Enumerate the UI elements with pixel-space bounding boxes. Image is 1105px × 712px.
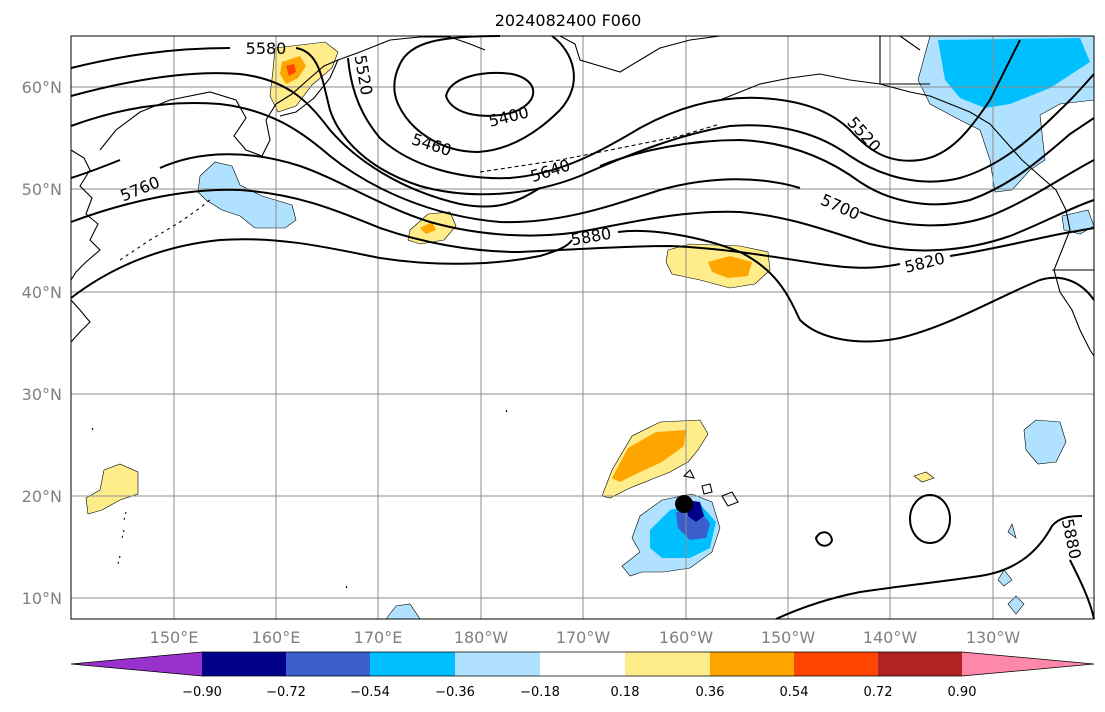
- colorbar-segment-4: [455, 652, 541, 676]
- contour-label-5580: 5580: [246, 39, 287, 58]
- lat-label-50n: 50°N: [22, 180, 62, 199]
- contour-5640: [70, 72, 1095, 208]
- colorbar-segment-3: [370, 652, 456, 676]
- coast-border-alaska-canada: [879, 36, 930, 85]
- height-contours: [70, 35, 1095, 620]
- lon-label-160w: 160°W: [659, 628, 714, 647]
- coast-okhotsk: [99, 91, 277, 157]
- coast-alaska-west: [559, 35, 721, 73]
- lon-label-170e: 170°E: [354, 628, 403, 647]
- contour-5880-south: [775, 515, 1083, 620]
- coast-alaska-peninsula: [719, 73, 931, 101]
- colorbar-tick-label: 0.18: [611, 685, 640, 700]
- coast-islands-small: [91, 409, 508, 589]
- lat-label-30n: 30°N: [22, 385, 62, 404]
- anomaly-spot-2: [1007, 595, 1025, 615]
- lat-label-40n: 40°N: [22, 283, 62, 302]
- contour-5760: [70, 153, 1095, 252]
- longitude-labels: 150°E 160°E 170°E 180°W 170°W 160°W 150°…: [150, 628, 1021, 647]
- coast-north-america: [929, 95, 1095, 357]
- lon-label-130w: 130°W: [966, 628, 1021, 647]
- lon-label-160e: 160°E: [252, 628, 301, 647]
- anomaly-core-subtropical: [612, 430, 686, 482]
- anomaly-region-kuril: [197, 161, 297, 229]
- lat-label-10n: 10°N: [22, 589, 62, 608]
- colorbar-extend-low: [71, 652, 202, 676]
- figure-title: 2024082400 F060: [495, 11, 642, 30]
- anomaly-region-east-tropics: [1023, 419, 1067, 465]
- anomaly-core-north-pacific: [708, 256, 752, 278]
- contour-5880-north: [70, 229, 1095, 343]
- coast-north-edge: [899, 35, 921, 51]
- colorbar-tick-label: 0.54: [780, 685, 809, 700]
- lon-label-150w: 150°W: [761, 628, 816, 647]
- colorbar-segment-1: [202, 652, 287, 676]
- coast-chukotka: [337, 36, 486, 61]
- coastlines: [70, 35, 1095, 589]
- colorbar-tick-label: −0.72: [266, 685, 306, 700]
- contour-closed-small: [814, 531, 834, 547]
- map-frame: [70, 35, 1095, 620]
- lon-label-180w: 180°W: [454, 628, 509, 647]
- colorbar: −0.90 −0.72 −0.54 −0.36 −0.18 0.18 0.36 …: [70, 651, 1095, 700]
- anomaly-region-kamchatka: [269, 41, 339, 113]
- colorbar-segment-8: [794, 652, 879, 676]
- colorbar-tick-label: −0.36: [435, 685, 475, 700]
- colorbar-tick-label: −0.90: [182, 685, 222, 700]
- colorbar-tick-label: 0.36: [696, 685, 725, 700]
- colorbar-tick-label: −0.18: [520, 685, 560, 700]
- colorbar-segment-7: [710, 652, 795, 676]
- coast-kurils: [119, 197, 213, 261]
- colorbar-tick-label: 0.90: [948, 685, 977, 700]
- anomaly-region-west-tropics: [85, 463, 139, 515]
- lat-label-60n: 60°N: [22, 78, 62, 97]
- contour-5700: [70, 101, 1095, 227]
- coast-islands-west: [117, 511, 127, 565]
- anomaly-spot-1: [913, 471, 935, 483]
- latitude-labels: 60°N 50°N 40°N 30°N 20°N 10°N: [22, 78, 62, 608]
- coast-aleutians: [479, 123, 721, 173]
- colorbar-segment-9: [878, 652, 963, 676]
- anomaly-peak-kamchatka: [286, 64, 296, 76]
- contour-closed-hawaii: [675, 495, 693, 513]
- colorbar-segment-5: [540, 652, 626, 676]
- anomaly-core-aleutian: [420, 222, 436, 234]
- colorbar-tick-label: −0.54: [350, 685, 390, 700]
- map-panel: 5580 5520 5400 5460 5640 5760 5700 5880 …: [70, 35, 1095, 620]
- contour-5820: [70, 188, 1095, 269]
- contour-5880-tail: [1069, 559, 1095, 620]
- coast-japan: [70, 299, 91, 343]
- lat-label-20n: 20°N: [22, 487, 62, 506]
- contour-5400: [444, 72, 535, 117]
- contour-5520-west: [347, 39, 1021, 180]
- coast-hawaii-islands: [682, 469, 739, 507]
- coast-asia: [70, 149, 101, 281]
- colorbar-outline: [70, 651, 1095, 677]
- colorbar-extend-high: [962, 652, 1094, 676]
- contour-5580: [70, 47, 1095, 196]
- lon-label-170w: 170°W: [556, 628, 611, 647]
- anomaly-spot-3: [997, 569, 1013, 587]
- contour-closed-east: [909, 494, 951, 544]
- colorbar-segment-2: [286, 652, 371, 676]
- lon-label-150e: 150°E: [150, 628, 199, 647]
- anomaly-core-gulf-of-alaska: [938, 38, 1090, 108]
- colorbar-tick-label: 0.72: [864, 685, 893, 700]
- lon-label-140w: 140°W: [863, 628, 918, 647]
- anomaly-spot-5: [1007, 523, 1017, 539]
- colorbar-segment-6: [625, 652, 711, 676]
